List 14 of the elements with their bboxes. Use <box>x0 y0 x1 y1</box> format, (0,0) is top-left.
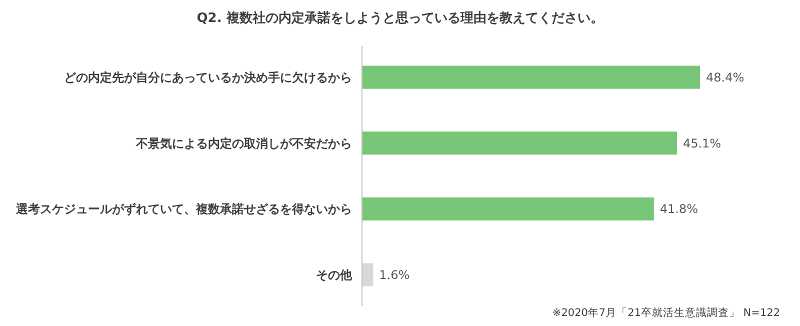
y-tick-label: どの内定先が自分にあっているか決め手に欠けるから <box>64 70 352 84</box>
data-label: 48.4% <box>706 70 744 84</box>
y-tick-label: その他 <box>316 268 353 282</box>
data-label: 45.1% <box>682 136 722 150</box>
chart-title: Q2. 複数社の内定承諾をしようと思っている理由を教えてください。 <box>196 10 604 26</box>
bar <box>362 132 677 155</box>
bar <box>362 263 374 286</box>
data-label: 1.6% <box>379 268 410 282</box>
bar <box>362 197 654 220</box>
text: ※2020年7月「21卒就活生意識調査」 N=122 <box>552 306 780 319</box>
y-tick-label: 選考スケジュールがずれていて、複数承諾せざるを得ないから <box>15 202 352 216</box>
data-label: 41.8% <box>660 202 698 216</box>
y-tick-label: 不景気による内定の取消しが不安だから <box>135 136 352 150</box>
bar <box>362 66 700 89</box>
